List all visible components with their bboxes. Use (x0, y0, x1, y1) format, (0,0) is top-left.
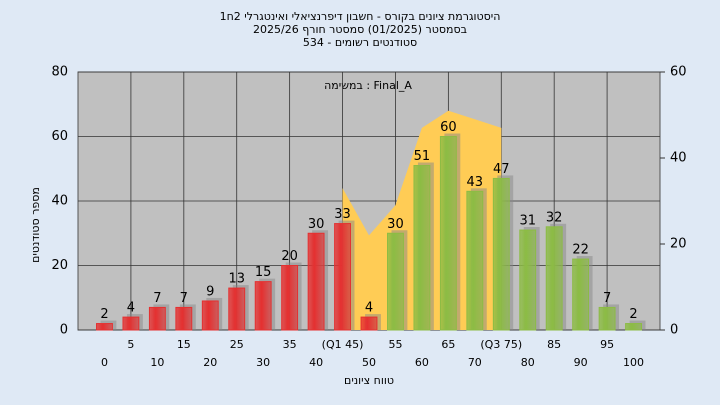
bar (598, 306, 616, 331)
value-label: 30 (387, 217, 404, 232)
chart-subtitle: בסמסטר (01/2025) סמסטר חורף 2025/26 (253, 23, 467, 36)
annotation: במשימה : Final_A (324, 79, 412, 92)
x-tick-label: 80 (521, 356, 535, 369)
x-tick-label: 95 (600, 338, 614, 351)
x-tick-label: 40 (309, 356, 323, 369)
x-tick-label: 70 (468, 356, 482, 369)
y-tick-label: 60 (51, 129, 68, 144)
y2-tick-label: 20 (670, 237, 687, 252)
x-tick-label: 55 (388, 338, 402, 351)
bar (175, 306, 193, 331)
value-label: 7 (153, 291, 161, 306)
value-label: 47 (493, 162, 510, 177)
bar (96, 323, 113, 331)
value-label: 43 (467, 175, 484, 190)
chart-subtitle: 534 - סטודנטים רשומים (303, 36, 417, 49)
x-tick-label: 60 (415, 356, 429, 369)
x-tick-label: 65 (441, 338, 455, 351)
value-label: 20 (281, 249, 298, 264)
bar (492, 177, 510, 331)
bar (307, 232, 325, 331)
bar (572, 258, 590, 331)
x-tick-label: (Q1 45) (322, 338, 364, 351)
y2-tick-label: 60 (670, 65, 687, 80)
value-label: 7 (603, 291, 611, 306)
bar (148, 306, 166, 331)
bar (466, 190, 484, 331)
bar (413, 165, 431, 331)
y2-tick-label: 0 (670, 323, 678, 338)
bar (334, 223, 351, 331)
value-label: 32 (546, 210, 563, 225)
bar (122, 316, 140, 331)
y-axis-label: מספר סטודנטים (29, 187, 42, 263)
x-tick-label: 90 (574, 356, 588, 369)
x-tick-label: 0 (101, 356, 108, 369)
value-label: 51 (414, 149, 431, 164)
y-tick-label: 20 (51, 258, 68, 273)
bar (254, 281, 272, 331)
bar (201, 300, 219, 331)
bar (281, 265, 299, 331)
y-tick-label: 80 (51, 65, 68, 80)
x-tick-label: (Q3 75) (480, 338, 522, 351)
x-tick-label: 85 (547, 338, 561, 351)
value-label: 22 (572, 243, 589, 258)
x-tick-label: 10 (150, 356, 164, 369)
value-label: 4 (365, 301, 373, 316)
x-tick-label: 20 (203, 356, 217, 369)
x-tick-label: 30 (256, 356, 270, 369)
x-tick-label: 15 (177, 338, 191, 351)
value-label: 15 (255, 265, 272, 280)
value-label: 2 (629, 307, 637, 322)
bar (439, 136, 457, 331)
value-label: 33 (334, 207, 351, 222)
value-label: 7 (180, 291, 188, 306)
bar (519, 229, 537, 331)
bar (360, 316, 378, 331)
x-axis-label: טווח ציונים (344, 374, 394, 387)
bar (625, 323, 642, 331)
value-label: 30 (308, 217, 325, 232)
x-tick-label: 5 (127, 338, 134, 351)
value-label: 60 (440, 120, 457, 135)
x-tick-label: 25 (230, 338, 244, 351)
bar (387, 232, 404, 331)
bar (545, 226, 563, 331)
x-tick-label: 100 (623, 356, 644, 369)
y-tick-label: 40 (51, 194, 68, 209)
value-label: 4 (127, 301, 135, 316)
x-tick-label: 50 (362, 356, 376, 369)
bar (228, 287, 246, 331)
y-tick-label: 0 (60, 323, 68, 338)
chart-title: היסטוגרמת ציונים בקורס - חשבון דיפרנציאל… (220, 10, 501, 23)
value-label: 31 (519, 214, 536, 229)
x-tick-label: 35 (283, 338, 297, 351)
value-label: 13 (228, 272, 245, 287)
y2-tick-label: 40 (670, 151, 687, 166)
value-label: 9 (206, 284, 214, 299)
value-label: 2 (100, 307, 108, 322)
